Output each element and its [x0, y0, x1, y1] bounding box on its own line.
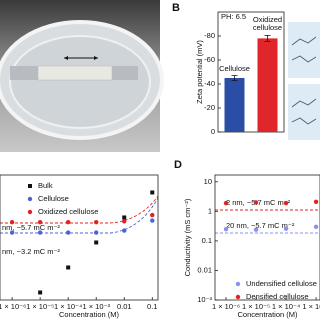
point: [253, 200, 259, 205]
panel-label: D: [174, 159, 182, 171]
error-bar: [264, 35, 271, 42]
error-bar: [231, 75, 238, 81]
x-tick-label: 1 × 10⁻⁴: [54, 302, 82, 311]
x-tick-label: 1 × 10⁻⁵: [242, 302, 270, 311]
point: [65, 230, 71, 235]
x-tick-label: 1 × 10⁻⁴: [272, 302, 300, 311]
y-tick-label: 0.1: [202, 236, 212, 245]
x-tick-label: 1 × 10⁻⁶: [0, 302, 26, 311]
point: [313, 224, 319, 230]
fit-curves: [0, 195, 320, 234]
y-tick-label: -40: [204, 79, 215, 88]
y-tick-label: -80: [204, 31, 215, 40]
bar: [224, 78, 245, 132]
point: [94, 219, 99, 225]
legend-marker: [27, 196, 33, 202]
y-axis-label: Zeta potential (mV): [195, 40, 204, 104]
y-tick-label: 1: [208, 206, 212, 215]
point: [66, 265, 71, 270]
x-tick-label: 1 × 10⁻³: [82, 302, 110, 311]
annotation: nm, −3.2 mC m⁻²: [2, 247, 60, 256]
point: [9, 230, 15, 235]
point: [223, 226, 229, 232]
photo: [0, 0, 164, 152]
bar: [257, 38, 278, 132]
panel-label: B: [172, 2, 180, 14]
point: [37, 219, 43, 225]
y-tick-label: 10⁻³: [197, 295, 212, 304]
legend-label: Cellulose: [38, 194, 69, 203]
point: [122, 215, 127, 220]
y-tick-label: 0: [211, 127, 215, 136]
y-axis-label: Conductivity (mS cm⁻²): [183, 198, 192, 276]
legend-marker: [235, 281, 241, 287]
point: [94, 240, 99, 245]
legend-label: Oxidized cellulose: [38, 207, 98, 216]
legend-marker: [235, 294, 241, 300]
legend-marker: [27, 209, 33, 215]
y-tick-label: -20: [204, 103, 215, 112]
x-tick-label: 1 × 10⁻⁵: [26, 302, 54, 311]
point: [150, 190, 155, 195]
point: [94, 230, 99, 235]
x-tick-label: 0.1: [147, 302, 157, 311]
point: [150, 212, 155, 218]
y-tick-label: 0.01: [197, 265, 212, 274]
point: [9, 219, 15, 225]
legend-marker: [28, 184, 32, 188]
molecule-images: [288, 22, 320, 140]
point: [313, 199, 319, 205]
y-tick-label: 10: [204, 177, 212, 186]
point: [283, 200, 289, 206]
annotation: 20 nm, −5.7 mC m⁻²: [226, 221, 295, 230]
point: [122, 228, 127, 233]
point: [122, 219, 127, 224]
category-label: Cellulose: [219, 63, 250, 73]
plot-frame: [0, 174, 159, 301]
point: [253, 227, 259, 232]
point: [283, 226, 289, 231]
legend-label: Densified cellulose: [246, 292, 309, 301]
annotation: 2 nm, −5.7 mC m⁻²: [226, 198, 291, 207]
category-label: Oxidized cellulose: [252, 15, 283, 33]
annotation: nm, −5.7 mC m⁻²: [2, 223, 60, 232]
x-tick-label: 1 × 10⁻³: [302, 302, 320, 311]
point: [38, 290, 43, 295]
point: [223, 200, 229, 206]
point: [37, 230, 43, 235]
annotation: PH: 6.5: [221, 12, 246, 21]
point: [150, 218, 155, 223]
y-tick-label: -60: [204, 55, 215, 64]
point: [65, 219, 71, 225]
plot-frame: [217, 11, 285, 133]
plot-frame: [214, 174, 320, 301]
x-axis-label: Concentration (M): [59, 310, 120, 319]
x-tick-label: 1 × 10⁻⁶: [212, 302, 240, 311]
x-tick-label: 0.01: [117, 302, 132, 311]
x-axis-label: Concentration (M): [237, 310, 298, 319]
legend-label: Undensified cellulose: [246, 279, 317, 288]
legend-label: Bulk: [38, 181, 53, 190]
